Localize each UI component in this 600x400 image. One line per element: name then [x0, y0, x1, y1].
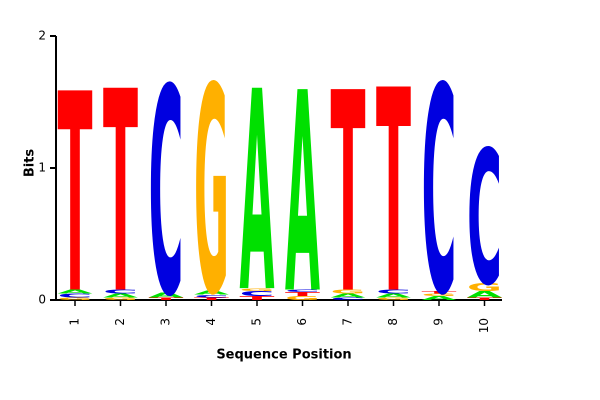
x-tick-label: 7 — [341, 318, 355, 326]
logo-letter: T — [285, 291, 320, 297]
logo-letter: G — [331, 288, 366, 294]
logo-letter: A — [58, 288, 93, 294]
x-tick-label: 3 — [159, 318, 173, 326]
logo-letter: T — [194, 297, 229, 301]
y-tick-label: 2 — [38, 29, 46, 43]
logo-letter: G — [467, 281, 502, 294]
x-tick-label: 1 — [68, 318, 82, 326]
logo-letter: T — [103, 34, 138, 356]
logo-letter: A — [285, 34, 320, 354]
logo-letter: G — [103, 297, 138, 301]
logo-letter: G — [422, 293, 457, 297]
logo-letter: G — [194, 28, 229, 359]
logo-letter: C — [331, 297, 366, 301]
logo-letter: A — [103, 292, 138, 298]
x-tick-label: 2 — [113, 318, 127, 326]
logo-letter: A — [376, 292, 411, 298]
logo-letter: G — [240, 287, 275, 291]
logo-letter: A — [240, 33, 275, 353]
logo-letter: T — [376, 33, 411, 356]
logo-letter: A — [467, 289, 502, 300]
logo-letter: T — [422, 290, 457, 294]
x-tick-label: 5 — [250, 318, 264, 326]
logo-letter: C — [58, 292, 93, 298]
logo-letter: T — [58, 37, 93, 354]
logo-letter: C — [240, 289, 275, 297]
logo-letter: A — [331, 292, 366, 298]
logo-letter: C — [103, 288, 138, 294]
logo-letter: G — [58, 297, 93, 301]
y-tick-label: 1 — [38, 161, 46, 175]
logo-letter: T — [331, 34, 366, 354]
logo-letter: C — [285, 289, 320, 293]
x-tick-label: 8 — [386, 318, 400, 326]
logo-letter: T — [467, 297, 502, 301]
x-tick-label: 6 — [295, 318, 309, 326]
logo-letter: G — [376, 297, 411, 301]
logo-letter: C — [194, 294, 229, 298]
logo-letter: T — [149, 297, 184, 301]
logo-letter: G — [285, 295, 320, 301]
logo-letter: A — [422, 295, 457, 301]
x-tick-label: 9 — [432, 318, 446, 326]
logo-letter: T — [240, 295, 275, 301]
logo-letter: C — [467, 111, 502, 326]
logo-letter: C — [422, 28, 457, 359]
x-tick-label: 4 — [204, 318, 218, 326]
x-tick-label: 10 — [477, 318, 491, 333]
y-tick-label: 0 — [38, 293, 46, 307]
logo-letter: A — [194, 290, 229, 296]
logo-letter: C — [376, 288, 411, 294]
x-axis-label: Sequence Position — [216, 348, 351, 363]
logo-letter: A — [149, 291, 184, 299]
logo-letter: C — [149, 29, 184, 360]
y-axis-label: Bits — [23, 149, 38, 178]
